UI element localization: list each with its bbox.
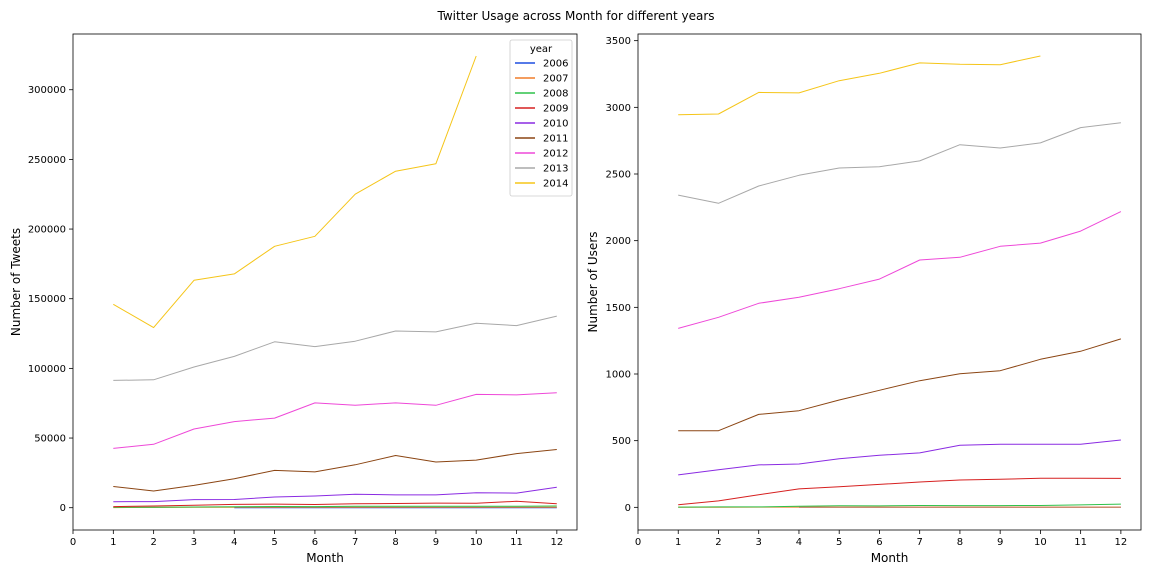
x-tick-label: 8: [392, 537, 398, 548]
series-line-2008: [678, 503, 1121, 508]
x-tick-label: 4: [796, 537, 802, 548]
legend-label-2013: 2013: [543, 164, 568, 175]
axes-frame: [637, 33, 1142, 531]
x-tick-label: 11: [1074, 537, 1087, 548]
y-tick-label: 1000: [606, 370, 631, 381]
series-line-2009: [113, 500, 557, 508]
y-tick-label: 1500: [606, 303, 631, 314]
x-tick-label: 7: [916, 537, 922, 548]
y-tick-label: 500: [612, 436, 631, 447]
x-tick-label: 4: [231, 537, 237, 548]
legend-label-2012: 2012: [543, 149, 568, 160]
x-tick-label: 1: [675, 537, 681, 548]
series-line-2010: [113, 486, 557, 503]
y-axis-label: Number of Tweets: [9, 228, 23, 336]
x-tick-label: 5: [836, 537, 842, 548]
figure-title: Twitter Usage across Month for different…: [437, 9, 715, 23]
legend-label-2009: 2009: [543, 104, 568, 115]
x-tick-label: 9: [433, 537, 439, 548]
x-tick-label: 3: [756, 537, 762, 548]
x-tick-label: 8: [957, 537, 963, 548]
series-line-2008: [113, 505, 557, 508]
y-tick-label: 300000: [28, 85, 66, 96]
series-line-2014: [678, 55, 1041, 116]
legend-label-2006: 2006: [543, 59, 568, 70]
x-tick-label: 5: [271, 537, 277, 548]
series-line-2011: [678, 338, 1122, 432]
x-tick-label: 10: [470, 537, 483, 548]
x-tick-label: 2: [150, 537, 156, 548]
y-axis-label: Number of Users: [586, 231, 600, 332]
x-tick-label: 9: [997, 537, 1003, 548]
subplot-2: 0 1 2 3 4 5 6 7 8 9 10 11 12050010001500200025003000…: [586, 33, 1142, 565]
y-tick-label: 3000: [606, 103, 631, 114]
y-tick-label: 200000: [28, 225, 66, 236]
subplot-1: 0 1 2 3 4 5 6 7 8 9 10 11 12050000100000150000200000…: [9, 33, 578, 565]
y-tick-label: 2500: [606, 170, 631, 181]
legend-label-2008: 2008: [543, 89, 568, 100]
legend-box: [509, 39, 573, 197]
series-line-2014: [113, 55, 477, 329]
y-tick-label: 250000: [28, 155, 66, 166]
legend-label-2007: 2007: [543, 74, 568, 85]
x-tick-label: 0: [70, 537, 76, 548]
series-line-2013: [678, 122, 1121, 204]
x-tick-label: 7: [352, 537, 358, 548]
y-tick-label: 3500: [606, 36, 631, 47]
series-line-2012: [113, 392, 557, 449]
y-tick-label: 50000: [34, 434, 66, 445]
y-tick-label: 150000: [28, 294, 66, 305]
x-tick-label: 11: [510, 537, 523, 548]
x-tick-label: 0: [635, 537, 641, 548]
series-line-2009: [678, 477, 1121, 506]
x-tick-label: 10: [1034, 537, 1047, 548]
legend-title: year: [530, 44, 553, 55]
series-line-2010: [678, 439, 1121, 476]
x-tick-label: 6: [876, 537, 882, 548]
x-tick-label: 3: [191, 537, 197, 548]
legend-label-2011: 2011: [543, 134, 568, 145]
y-tick-label: 0: [60, 503, 66, 514]
legend-label-2010: 2010: [543, 119, 568, 130]
x-tick-label: 12: [1115, 537, 1128, 548]
legend-label-2014: 2014: [543, 179, 568, 190]
series-line-2013: [113, 315, 557, 381]
legend: year 2006 2007 2008 2009 2010 2011 2012 2013 2014: [509, 39, 573, 197]
y-tick-label: 100000: [28, 364, 66, 375]
y-tick-label: 0: [625, 503, 631, 514]
series-line-2011: [113, 449, 557, 492]
x-tick-label: 6: [312, 537, 318, 548]
x-tick-label: 1: [110, 537, 116, 548]
x-axis-label: Month: [871, 551, 909, 565]
x-axis-label: Month: [306, 551, 344, 565]
x-tick-label: 12: [550, 537, 563, 548]
series-line-2012: [678, 211, 1122, 329]
y-tick-label: 2000: [606, 236, 631, 247]
x-tick-label: 2: [715, 537, 721, 548]
axes-frame: [72, 33, 578, 531]
